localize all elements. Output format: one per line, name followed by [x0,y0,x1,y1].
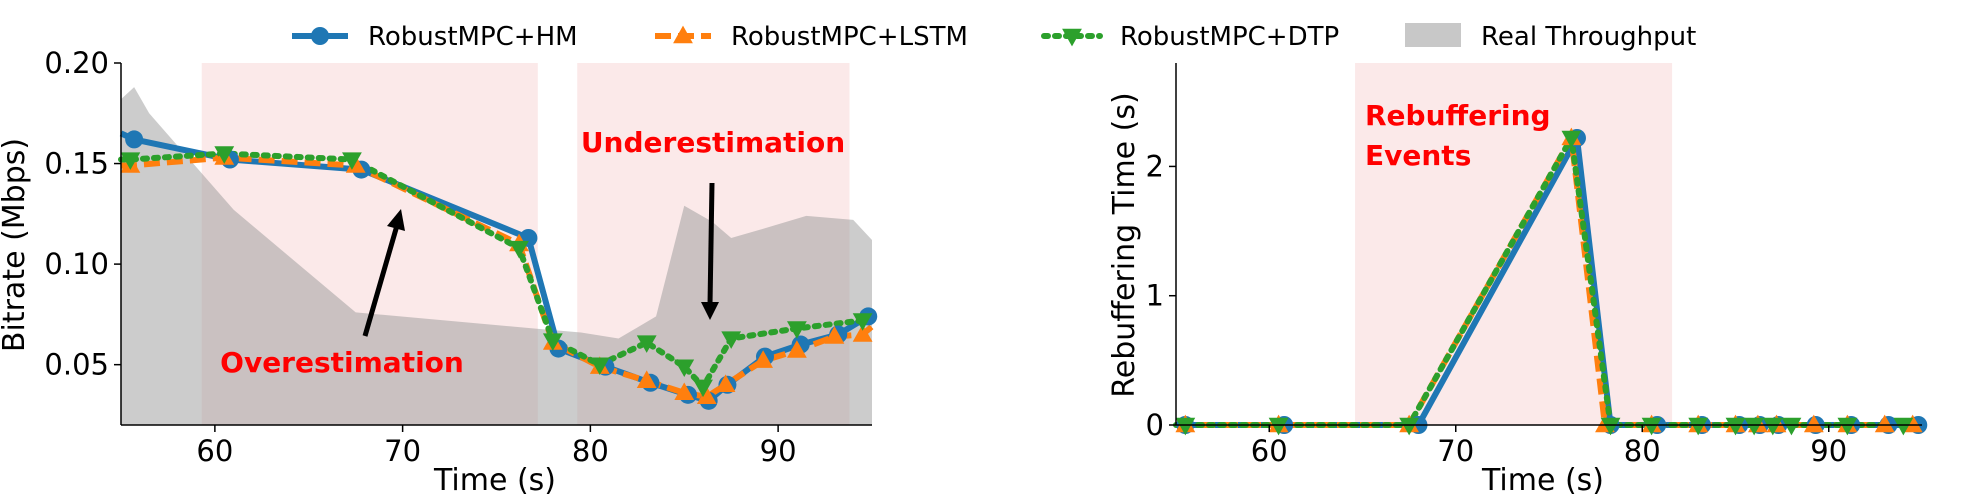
rebuffering-point-s2-10 [1762,417,1783,436]
bitrate-point-s2-1 [120,152,141,170]
rebuffering-point-s1-13 [1874,414,1895,433]
bitrate-point-s2-4 [509,240,529,259]
bitrate-point-s2-9 [693,379,713,398]
bitrate-point-s1-11 [753,350,774,368]
legend-marker-0 [311,27,329,45]
rebuffering-point-s2-1 [1175,417,1196,436]
bitrate-y-tick-label-3: 0.20 [44,46,109,80]
legend-marker-2 [1062,28,1082,47]
rebuffering-annotation-line1: Rebuffering [1365,99,1551,132]
rebuffering-point-s2-12 [1837,417,1858,436]
bitrate-point-s2-6 [589,357,610,376]
legend-marker-1 [673,25,693,44]
bitrate-line-series-2 [118,150,875,390]
underestimation-arrow [707,182,715,306]
bitrate-point-s2-7 [636,335,657,353]
legend-label-0: RobustMPC+HM [368,22,578,52]
rebuffering-y-tick-label-2: 2 [1146,149,1164,183]
underestimation-annotation: Underestimation [581,126,845,159]
bitrate-point-s1-7 [636,370,657,388]
rebuffering-point-s2-6 [1641,417,1662,436]
bitrate-point-s0-1 [125,130,144,149]
bitrate-point-s2-11 [787,321,807,339]
overestimation-annotation: Overestimation [220,346,464,379]
rebuffering-point-s2-7 [1688,417,1709,436]
bitrate-x-tick-label-3: 90 [760,434,797,468]
bitrate-x-axis-label: Time (s) [433,463,556,495]
rebuffering-y-tick-label-0: 0 [1146,408,1164,442]
rebuffering-y-tick-label-1: 1 [1146,279,1164,313]
bitrate-point-s2-12 [852,313,873,331]
bitrate-point-s2-2 [214,146,235,164]
bitrate-x-tick-label-1: 70 [384,434,421,468]
bitrate-point-s1-12 [787,340,807,358]
bitrate-point-s2-10 [721,331,742,349]
rebuffering-chart: 60 70 80 90 0 1 2 Time (s) Rebuffering Time (… [1107,63,1928,495]
rebuffering-point-s1-14 [1902,414,1923,433]
rebuffering-annotation-line2: Events [1365,139,1471,172]
bitrate-y-tick-label-0: 0.05 [44,348,109,382]
rebuffering-x-tick-label-1: 70 [1437,434,1474,468]
bitrate-line-series-1 [121,154,874,400]
bitrate-y-tick-label-1: 0.10 [44,247,109,281]
rebuffering-point-s2-4 [1561,130,1582,149]
overestimation-arrow [362,221,401,337]
rebuffering-x-axis-label: Time (s) [1481,463,1604,495]
bitrate-point-s2-8 [674,359,695,378]
bitrate-point-s1-8 [674,382,695,401]
bitrate-chart: 60 70 80 90 0.05 0.10 0.15 0.20 Time (s) Bitra… [0,46,878,495]
rebuffering-point-s2-5 [1600,417,1621,436]
bitrate-point-s1-10 [715,374,736,392]
bitrate-point-s1-3 [345,155,366,173]
legend-label-2: RobustMPC+DTP [1120,22,1339,52]
legend-label-1: RobustMPC+LSTM [731,22,968,52]
underestimation-arrow-head [701,302,719,320]
bitrate-point-s2-5 [542,333,563,351]
legend-patch-real-throughput [1405,23,1461,47]
bitrate-x-tick-label-2: 80 [572,434,609,468]
rebuffering-point-s2-9 [1744,417,1765,436]
rebuffering-y-axis-label: Rebuffering Time (s) [1107,92,1142,397]
bitrate-y-tick-label-2: 0.15 [44,147,109,181]
legend: RobustMPC+HM RobustMPC+LSTM RobustMPC+DTP R… [292,22,1696,52]
rebuffering-point-s2-8 [1725,417,1746,436]
bitrate-point-s1-9 [696,386,717,405]
bitrate-point-s1-13 [824,326,845,344]
bitrate-point-s1-14 [852,324,873,342]
rebuffering-x-tick-label-3: 90 [1810,434,1847,468]
bitrate-point-s2-3 [342,152,362,170]
bitrate-throughput-area [121,87,872,425]
rebuffering-point-s2-11 [1781,417,1802,436]
overestimation-arrow-head [387,209,405,231]
rebuffering-x-tick-label-0: 60 [1251,434,1288,468]
rebuffering-point-s2-3 [1399,417,1420,436]
rebuffering-point-s1-11 [1803,414,1824,433]
rebuffering-point-s2-13 [1893,417,1914,436]
bitrate-y-axis-label: Bitrate (Mbps) [0,138,32,352]
bitrate-x-tick-label-0: 60 [196,434,233,468]
legend-label-3: Real Throughput [1481,22,1696,52]
rebuffering-point-s2-2 [1268,417,1289,436]
rebuffering-x-tick-label-2: 80 [1624,434,1661,468]
